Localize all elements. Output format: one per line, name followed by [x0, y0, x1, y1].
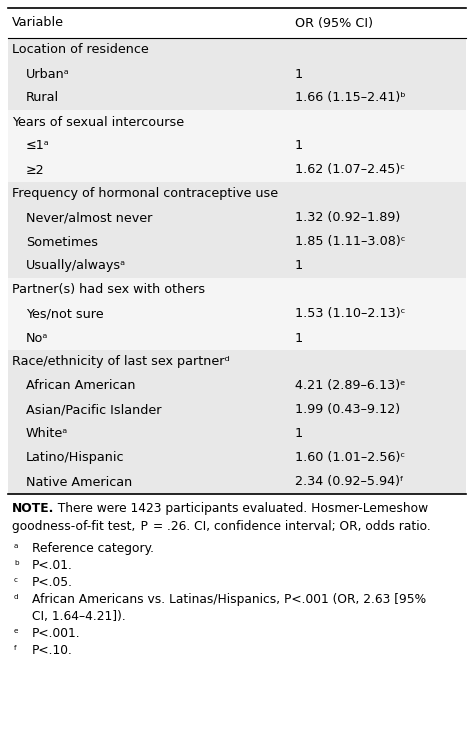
Text: Native American: Native American: [26, 476, 132, 488]
Bar: [8, 182, 466, 206]
Text: Latino/Hispanic: Latino/Hispanic: [26, 451, 125, 464]
Text: Rural: Rural: [26, 91, 59, 104]
Text: NOTE.: NOTE.: [12, 502, 55, 515]
Text: Yes/not sure: Yes/not sure: [26, 307, 104, 321]
Bar: [8, 374, 466, 398]
Text: ᵃ: ᵃ: [14, 542, 18, 555]
Text: Never/almost never: Never/almost never: [26, 211, 152, 224]
Text: 1.53 (1.10–2.13)ᶜ: 1.53 (1.10–2.13)ᶜ: [295, 307, 405, 321]
Text: Years of sexual intercourse: Years of sexual intercourse: [12, 116, 184, 128]
Text: Noᵃ: Noᵃ: [26, 331, 48, 344]
Text: Whiteᵃ: Whiteᵃ: [26, 427, 68, 440]
Text: ᶠ: ᶠ: [14, 644, 18, 657]
Bar: [8, 470, 466, 494]
Text: Reference category.: Reference category.: [32, 542, 154, 555]
Bar: [8, 206, 466, 230]
Text: 1.85 (1.11–3.08)ᶜ: 1.85 (1.11–3.08)ᶜ: [295, 236, 405, 248]
Text: 1.99 (0.43–9.12): 1.99 (0.43–9.12): [295, 403, 400, 417]
Bar: [8, 158, 466, 182]
Text: Sometimes: Sometimes: [26, 236, 98, 248]
Bar: [8, 62, 466, 86]
Text: P<.05.: P<.05.: [32, 576, 73, 589]
Bar: [8, 398, 466, 422]
Text: 1.32 (0.92–1.89): 1.32 (0.92–1.89): [295, 211, 400, 224]
Text: Urbanᵃ: Urbanᵃ: [26, 67, 70, 81]
Text: ᵉ: ᵉ: [14, 627, 19, 640]
Bar: [8, 446, 466, 470]
Text: 4.21 (2.89–6.13)ᵉ: 4.21 (2.89–6.13)ᵉ: [295, 380, 405, 393]
Text: 1: 1: [295, 260, 303, 273]
Bar: [8, 326, 466, 350]
Text: CI, 1.64–4.21]).: CI, 1.64–4.21]).: [32, 610, 126, 623]
Bar: [8, 86, 466, 110]
Bar: [8, 254, 466, 278]
Bar: [8, 8, 466, 38]
Bar: [8, 38, 466, 62]
Bar: [8, 302, 466, 326]
Text: P<.01.: P<.01.: [32, 559, 73, 572]
Text: P<.001.: P<.001.: [32, 627, 81, 640]
Text: 1.66 (1.15–2.41)ᵇ: 1.66 (1.15–2.41)ᵇ: [295, 91, 406, 104]
Text: ᵈ: ᵈ: [14, 593, 18, 606]
Text: ᶜ: ᶜ: [14, 576, 18, 589]
Text: Asian/Pacific Islander: Asian/Pacific Islander: [26, 403, 162, 417]
Text: Frequency of hormonal contraceptive use: Frequency of hormonal contraceptive use: [12, 187, 278, 201]
Text: 1: 1: [295, 140, 303, 153]
Text: goodness-of-fit test,  P  = .26. CI, confidence interval; OR, odds ratio.: goodness-of-fit test, P = .26. CI, confi…: [12, 520, 431, 533]
Text: 1: 1: [295, 427, 303, 440]
Text: Usually/alwaysᵃ: Usually/alwaysᵃ: [26, 260, 126, 273]
Bar: [8, 230, 466, 254]
Text: Partner(s) had sex with others: Partner(s) had sex with others: [12, 283, 205, 297]
Text: OR (95% CI): OR (95% CI): [295, 17, 373, 29]
Text: ᵇ: ᵇ: [14, 559, 19, 572]
Text: Race/ethnicity of last sex partnerᵈ: Race/ethnicity of last sex partnerᵈ: [12, 356, 230, 368]
Bar: [8, 278, 466, 302]
Text: P<.10.: P<.10.: [32, 644, 73, 657]
Bar: [8, 134, 466, 158]
Bar: [8, 110, 466, 134]
Text: 1: 1: [295, 67, 303, 81]
Text: Variable: Variable: [12, 17, 64, 29]
Text: There were 1423 participants evaluated. Hosmer-Lemeshow: There were 1423 participants evaluated. …: [50, 502, 428, 515]
Text: 1.60 (1.01–2.56)ᶜ: 1.60 (1.01–2.56)ᶜ: [295, 451, 405, 464]
Bar: [8, 422, 466, 446]
Text: 1: 1: [295, 331, 303, 344]
Text: ≥2: ≥2: [26, 164, 45, 177]
Text: ≤1ᵃ: ≤1ᵃ: [26, 140, 50, 153]
Text: 2.34 (0.92–5.94)ᶠ: 2.34 (0.92–5.94)ᶠ: [295, 476, 404, 488]
Bar: [8, 350, 466, 374]
Text: African Americans vs. Latinas/Hispanics, P<.001 (OR, 2.63 [95%: African Americans vs. Latinas/Hispanics,…: [32, 593, 426, 606]
Text: African American: African American: [26, 380, 136, 393]
Text: Location of residence: Location of residence: [12, 44, 149, 57]
Text: 1.62 (1.07–2.45)ᶜ: 1.62 (1.07–2.45)ᶜ: [295, 164, 405, 177]
